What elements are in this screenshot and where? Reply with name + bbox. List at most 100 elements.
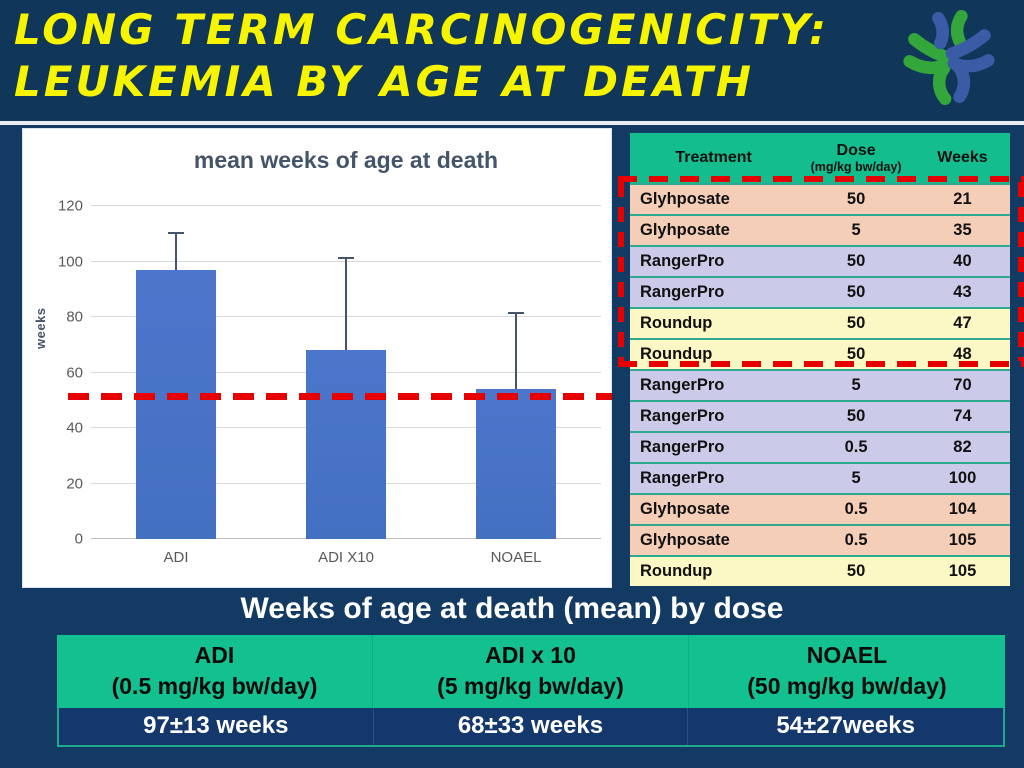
band-separator: [0, 121, 1024, 125]
gridline-120: [91, 205, 601, 206]
chart-reference-dashed-line: [68, 393, 612, 400]
dose-table-row-9: RangerPro 0.5 82: [630, 431, 1010, 462]
highlight-rect-top-edge: [618, 176, 1024, 182]
dose-table-row-3: RangerPro 50 40: [630, 245, 1010, 276]
xtick-label-noael: NOAEL: [490, 549, 542, 566]
dose-cell: 50: [846, 283, 866, 301]
treatment-cell: Roundup: [640, 314, 713, 332]
weeks-cell: 100: [948, 469, 977, 487]
treatment-cell: RangerPro: [640, 469, 725, 487]
weeks-cell: 48: [953, 345, 972, 363]
highlight-rect-left-edge: [618, 182, 624, 361]
bar-noael: [476, 389, 556, 539]
treatment-cell: Glyhposate: [640, 221, 730, 239]
error-bar-adi: [175, 233, 177, 270]
title-band: LONG TERM CARCINOGENICITY: LEUKEMIA BY A…: [0, 0, 1024, 121]
ytick-label-40: 40: [66, 419, 83, 437]
dose-cell: 50: [846, 407, 866, 425]
dose-table: Treatment Dose (mg/kg bw/day) Weeks Glyh…: [628, 131, 1012, 588]
highlight-rect-right-edge: [1018, 182, 1024, 361]
summary-table: ADI (0.5 mg/kg bw/day) ADI x 10 (5 mg/kg bw…: [57, 635, 1005, 747]
dose-table-row-13: Roundup 50 105: [630, 555, 1010, 586]
dose-cell: 5: [851, 376, 861, 394]
slide-title-line1: LONG TERM CARCINOGENICITY:: [14, 5, 829, 54]
treatment-cell: RangerPro: [640, 407, 725, 425]
summary-label: ADI: [194, 642, 235, 668]
weeks-cell: 21: [953, 190, 972, 208]
chart-title: mean weeks of age at death: [193, 147, 499, 173]
dose-table-row-8: RangerPro 50 74: [630, 400, 1010, 431]
dose-cell: 5: [851, 221, 861, 239]
summary-header-noael: NOAEL (50 mg/kg bw/day): [689, 635, 1005, 708]
summary-heading: Weeks of age at death (mean) by dose: [240, 592, 784, 625]
summary-value-adi: 97±13 weeks: [59, 708, 374, 745]
dose-cell: 0.5: [844, 500, 868, 518]
institute-logo-icon: [900, 6, 996, 113]
bar-adi: [136, 269, 216, 539]
summary-dose: (0.5 mg/kg bw/day): [111, 673, 318, 699]
highlight-rect-bottom-edge: [618, 361, 1024, 367]
weeks-cell: 104: [948, 500, 977, 518]
error-bar-noael: [515, 314, 517, 390]
dose-cell: 50: [846, 252, 866, 270]
slide-title: LONG TERM CARCINOGENICITY: LEUKEMIA BY A…: [14, 4, 829, 108]
dose-table-header-row: Treatment Dose (mg/kg bw/day) Weeks: [630, 133, 1010, 183]
summary-label: ADI x 10: [485, 642, 576, 668]
dose-table-row-11: Glyhposate 0.5 104: [630, 493, 1010, 524]
ytick-label-60: 60: [66, 364, 83, 381]
slide-title-line2: LEUKEMIA BY AGE AT DEATH: [14, 57, 754, 106]
xtick-label-adi-x10: ADI X10: [318, 549, 374, 566]
weeks-cell: 70: [953, 376, 972, 394]
dose-cell: 0.5: [844, 438, 868, 456]
weeks-cell: 82: [953, 438, 972, 456]
ytick-label-80: 80: [66, 308, 83, 326]
dose-table-row-12: Glyhposate 0.5 105: [630, 524, 1010, 555]
dose-cell: 50: [846, 562, 866, 580]
bar-adi-x10: [306, 350, 386, 539]
dose-table-body: Glyhposate 50 21 Glyhposate 5 35 RangerPro 50 40…: [630, 183, 1010, 586]
weeks-cell: 35: [953, 221, 972, 239]
dose-cell: 50: [846, 345, 866, 363]
ytick-label-0: 0: [74, 530, 83, 548]
error-bar-cap-adi-x10: [338, 256, 354, 259]
error-bar-cap-adi: [168, 231, 184, 234]
dose-cell: 50: [846, 190, 866, 208]
dose-table-header-dose-unit: (mg/kg bw/day): [810, 160, 902, 174]
treatment-cell: Glyhposate: [640, 500, 730, 518]
summary-value-noael: 54±27weeks: [776, 712, 915, 739]
summary-table-value-row: 97±13 weeks 68±33 weeks 54±27weeks: [57, 708, 1005, 747]
weeks-cell: 43: [953, 283, 972, 301]
dose-table-row-5: Roundup 50 47: [630, 307, 1010, 338]
treatment-cell: RangerPro: [640, 438, 725, 456]
weeks-cell: 105: [948, 562, 977, 580]
error-bar-cap-noael: [508, 312, 524, 315]
dose-table-row-7: RangerPro 5 70: [630, 369, 1010, 400]
dose-cell: 5: [851, 469, 861, 487]
dose-table-header-dose: Dose (mg/kg bw/day): [797, 142, 915, 174]
treatment-cell: RangerPro: [640, 376, 725, 394]
weeks-cell: 40: [953, 252, 972, 270]
summary-label: NOAEL: [806, 642, 888, 668]
error-bar-adi-x10: [345, 258, 347, 351]
treatment-cell: Glyhposate: [640, 531, 730, 549]
ytick-label-20: 20: [66, 475, 83, 492]
dose-table-row-4: RangerPro 50 43: [630, 276, 1010, 307]
summary-header-adi: ADI (0.5 mg/kg bw/day): [57, 635, 373, 708]
dose-table-header-treatment: Treatment: [675, 149, 752, 166]
treatment-cell: RangerPro: [640, 252, 725, 270]
weeks-cell: 47: [953, 314, 972, 332]
ytick-label-120: 120: [57, 197, 83, 215]
xtick-label-adi: ADI: [163, 549, 189, 566]
summary-header-adi-x-10: ADI x 10 (5 mg/kg bw/day): [373, 635, 689, 708]
treatment-cell: RangerPro: [640, 283, 725, 301]
dose-table-row-1: Glyhposate 50 21: [630, 183, 1010, 214]
treatment-cell: Roundup: [640, 345, 713, 363]
dose-table-row-2: Glyhposate 5 35: [630, 214, 1010, 245]
weeks-cell: 74: [953, 407, 972, 425]
dose-table-row-10: RangerPro 5 100: [630, 462, 1010, 493]
weeks-cell: 105: [948, 531, 977, 549]
treatment-cell: Glyhposate: [640, 190, 730, 208]
chart-plot: 0 20 40 60 80 100 120 ADI ADI X10 NOAEL: [58, 198, 601, 566]
summary-value-adi-x-10: 68±33 weeks: [374, 708, 689, 745]
